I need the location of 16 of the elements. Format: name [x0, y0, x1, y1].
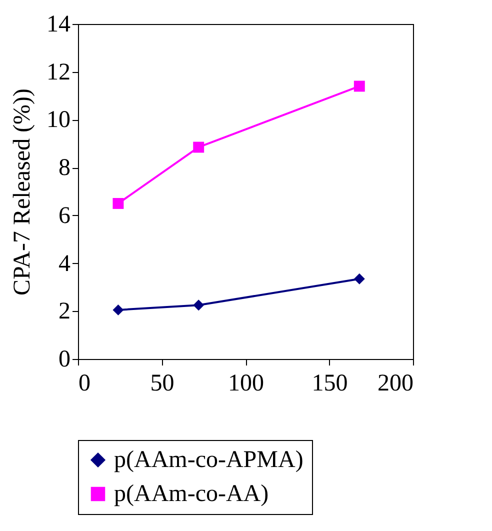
x-tick-label: 100: [228, 370, 264, 396]
y-axis-title: CPA-7 Released (%)): [10, 88, 36, 296]
y-tick-label: 4: [58, 250, 70, 277]
legend-label: p(AAm-co-AA): [114, 481, 269, 507]
y-tick-label: 12: [46, 59, 70, 86]
x-tick-label: 200: [378, 370, 414, 396]
y-tick-label: 0: [58, 346, 70, 372]
legend-label: p(AAm-co-APMA): [114, 447, 304, 473]
x-tick-label: 50: [150, 370, 174, 396]
y-tick-label: 8: [58, 155, 70, 182]
y-tick-label: 2: [58, 298, 70, 325]
y-tick-label: 14: [46, 12, 70, 38]
y-tick-label: 10: [46, 107, 70, 134]
y-tick-label: 6: [58, 202, 70, 229]
x-tick-label: 150: [312, 370, 348, 396]
x-tick-label: 0: [78, 370, 90, 396]
